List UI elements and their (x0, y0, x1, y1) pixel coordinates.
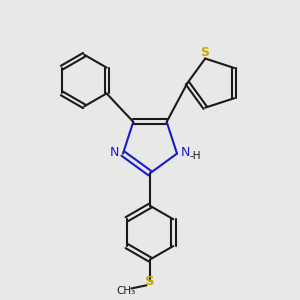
Text: -H: -H (189, 151, 201, 161)
Text: S: S (200, 46, 209, 59)
Text: N: N (181, 146, 190, 159)
Text: S: S (145, 275, 155, 288)
Text: CH₃: CH₃ (116, 286, 135, 296)
Text: N: N (110, 146, 119, 159)
